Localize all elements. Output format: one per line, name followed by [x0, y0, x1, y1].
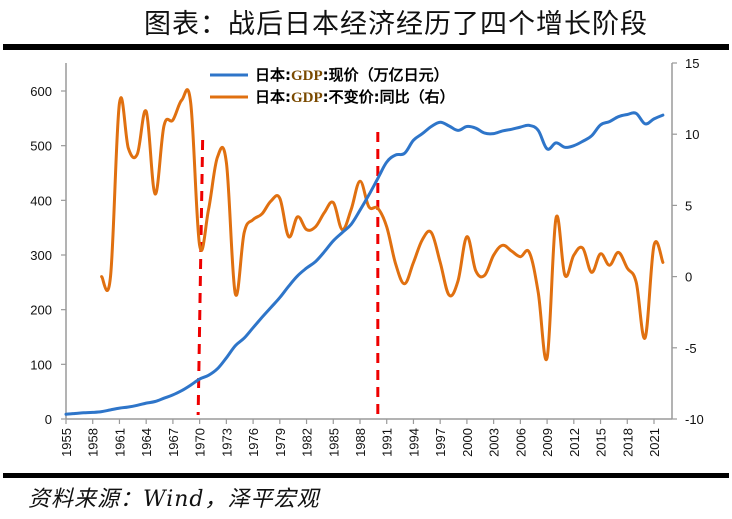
source-divider — [3, 473, 729, 478]
left-axis-tick-label: 0 — [45, 412, 52, 427]
x-axis-tick-label: 2018 — [620, 428, 635, 457]
x-axis-tick-label: 1976 — [246, 428, 261, 457]
left-axis-tick-label: 200 — [30, 303, 52, 318]
x-axis-tick-label: 1979 — [273, 428, 288, 457]
legend-text-part: 日本: — [255, 88, 291, 106]
x-axis-tick-label: 1994 — [406, 428, 421, 457]
legend-text-part: :现价（万亿日元） — [323, 66, 449, 84]
chart: 0 100 200 300 400 500 600 -10 -5 0 5 10 15 1955 1958 19… — [30, 56, 704, 457]
x-axis-tick-label: 1991 — [380, 428, 395, 457]
source-note: 资料来源：Wind，泽平宏观 — [28, 487, 320, 512]
legend-label-nominal: 日本:GDP:现价（万亿日元） — [255, 66, 449, 84]
left-axis-tick-label: 500 — [30, 139, 52, 154]
right-axis-tick-label: 10 — [685, 127, 699, 142]
x-axis-tick-label: 1955 — [59, 428, 74, 457]
legend-text-part: GDP — [291, 68, 323, 84]
series-line-real-gdp-growth — [100, 88, 665, 362]
left-axis-tick-label: 300 — [30, 248, 52, 263]
chart-title: 图表：战后日本经济经历了四个增长阶段 — [144, 9, 648, 40]
x-axis-tick-label: 1988 — [353, 428, 368, 457]
x-axis-tick-label: 1973 — [219, 428, 234, 457]
series-lines — [64, 88, 665, 416]
legend-label-real-growth: 日本:GDP:不变价:同比（右） — [255, 88, 455, 106]
x-axis-tick-label: 2000 — [460, 428, 475, 457]
axes: 0 100 200 300 400 500 600 -10 -5 0 5 10 15 1955 1958 19… — [30, 56, 704, 457]
stage-divider-1970 — [196, 139, 205, 416]
x-axis-tick-label: 1985 — [326, 428, 341, 457]
x-axis-tick-label: 1964 — [139, 428, 154, 457]
series-line-nominal-gdp — [64, 111, 665, 416]
legend-text-part: GDP — [291, 90, 323, 106]
legend-text-part: :不变价:同比（右） — [323, 88, 455, 106]
x-axis-tick-label: 2003 — [487, 428, 502, 457]
legend-text-part: 日本: — [255, 66, 291, 84]
x-axis-tick-label: 1967 — [166, 428, 181, 457]
right-axis-tick-label: 5 — [685, 198, 692, 213]
x-axis-tick-label: 2012 — [567, 428, 582, 457]
right-axis-tick-label: -5 — [685, 341, 697, 356]
left-axis-tick-label: 100 — [30, 357, 52, 372]
legend: 日本:GDP:现价（万亿日元） 日本:GDP:不变价:同比（右） — [210, 66, 455, 106]
x-axis-tick-label: 1958 — [86, 428, 101, 457]
x-axis-tick-label: 1961 — [112, 428, 127, 457]
left-axis-tick-label: 400 — [30, 193, 52, 208]
title-divider — [3, 44, 729, 50]
right-axis-tick-label: 0 — [685, 270, 692, 285]
x-axis-tick-label: 2021 — [647, 428, 662, 457]
x-axis-tick-label: 1982 — [300, 428, 315, 457]
right-axis-tick-label: -10 — [685, 412, 704, 427]
right-axis-tick-label: 15 — [685, 56, 699, 71]
x-axis-tick-label: 2009 — [540, 428, 555, 457]
x-axis-tick-label: 1970 — [193, 428, 208, 457]
stage-dividers — [196, 132, 380, 416]
x-axis-tick-label: 2006 — [513, 428, 528, 457]
x-axis-tick-label: 2015 — [594, 428, 609, 457]
left-axis-tick-label: 600 — [30, 84, 52, 99]
x-axis-tick-label: 1997 — [433, 428, 448, 457]
